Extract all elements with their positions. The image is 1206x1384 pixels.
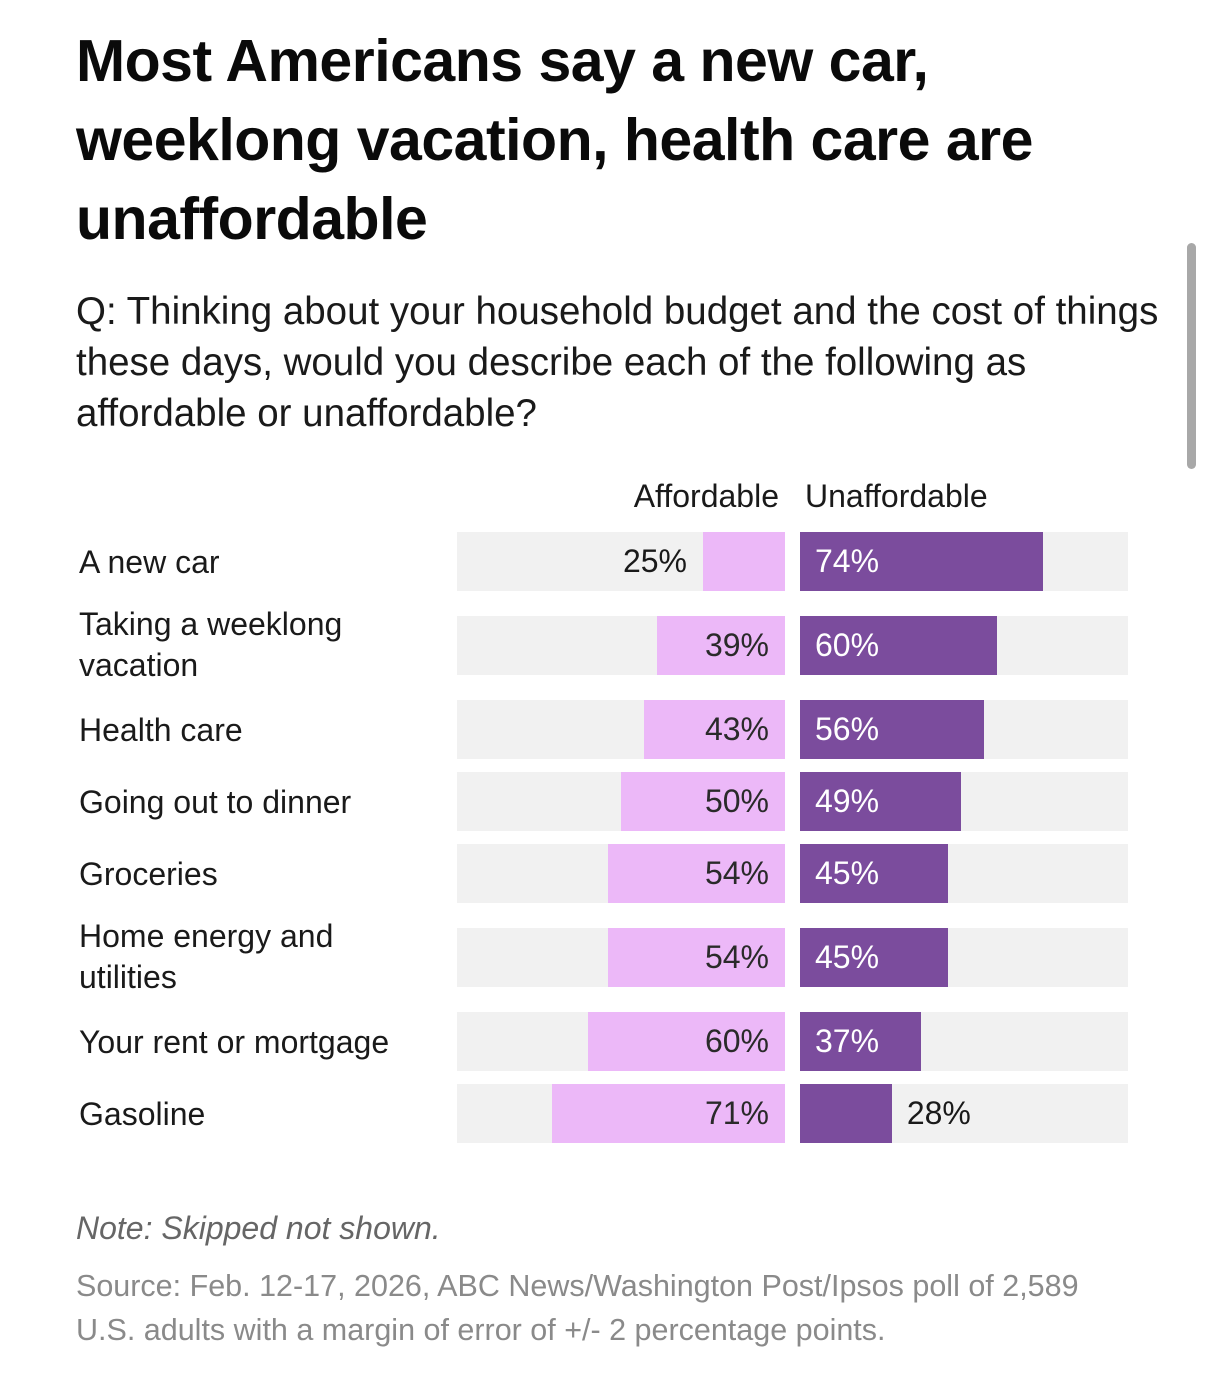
unaffordable-value-label: 45% xyxy=(815,939,880,975)
unaffordable-track: 37% xyxy=(800,1012,1128,1071)
bar-gap xyxy=(785,1084,800,1143)
unaffordable-value-label: 74% xyxy=(815,543,880,579)
bar-gap xyxy=(785,532,800,591)
bar-gap xyxy=(785,844,800,903)
unaffordable-value-label: 56% xyxy=(815,711,880,747)
unaffordable-value-label: 45% xyxy=(815,855,880,891)
unaffordable-value-label: 49% xyxy=(815,783,880,819)
unaffordable-track: 56% xyxy=(800,700,1128,759)
affordable-track: 54% xyxy=(457,844,785,903)
row-label: Gasoline xyxy=(79,1096,206,1132)
chart-subtitle: Q: Thinking about your household budget … xyxy=(76,290,1159,435)
unaffordable-track: 60% xyxy=(800,616,1128,675)
affordable-track: 39% xyxy=(457,616,785,675)
unaffordable-bar xyxy=(800,772,961,831)
bar-gap xyxy=(785,700,800,759)
unaffordable-bar xyxy=(800,700,984,759)
unaffordable-bar xyxy=(800,844,948,903)
row-label: Health care xyxy=(79,712,243,748)
affordable-bar xyxy=(607,844,785,903)
bar-gap xyxy=(785,928,800,987)
vertical-scrollbar[interactable] xyxy=(1187,243,1196,469)
unaffordable-bar xyxy=(800,928,948,987)
unaffordable-bar xyxy=(800,532,1043,591)
affordable-value-label: 25% xyxy=(622,543,687,579)
affordable-track: 54% xyxy=(457,928,785,987)
row-label: Going out to dinner xyxy=(79,784,352,820)
bar-gap xyxy=(785,616,800,675)
affordable-bar xyxy=(643,700,785,759)
affordable-value-label: 50% xyxy=(704,783,769,819)
affordable-value-label: 54% xyxy=(704,855,769,891)
unaffordable-track: 45% xyxy=(800,928,1128,987)
affordable-track: 25% xyxy=(457,532,785,591)
row-label: Groceries xyxy=(79,856,218,892)
unaffordable-bar xyxy=(800,1012,922,1071)
legend-affordable: Affordable xyxy=(633,478,779,514)
unaffordable-bar xyxy=(800,1084,892,1143)
row-label: A new car xyxy=(79,544,220,580)
unaffordable-track: 74% xyxy=(800,532,1128,591)
bar-gap xyxy=(785,772,800,831)
affordable-bar xyxy=(552,1084,785,1143)
affordable-track: 43% xyxy=(457,700,785,759)
affordable-bar xyxy=(621,772,785,831)
bar-gap xyxy=(785,1012,800,1071)
legend-unaffordable: Unaffordable xyxy=(805,478,988,514)
chart-note: Note: Skipped not shown. xyxy=(76,1210,441,1246)
affordable-value-label: 39% xyxy=(704,627,769,663)
unaffordable-track: 49% xyxy=(800,772,1128,831)
unaffordable-bar xyxy=(800,616,997,675)
affordable-value-label: 54% xyxy=(704,939,769,975)
unaffordable-track: 28% xyxy=(800,1084,1128,1143)
affordable-bar xyxy=(703,532,785,591)
affordable-track: 71% xyxy=(457,1084,785,1143)
affordable-track: 60% xyxy=(457,1012,785,1071)
affordable-bar xyxy=(657,616,785,675)
unaffordable-track: 45% xyxy=(800,844,1128,903)
affordable-bar xyxy=(588,1012,785,1071)
row-label: Taking a weeklong vacation xyxy=(79,606,343,683)
chart-source: Source: Feb. 12-17, 2026, ABC News/Washi… xyxy=(76,1269,1079,1347)
unaffordable-value-label: 60% xyxy=(815,627,880,663)
unaffordable-value-label: 28% xyxy=(906,1095,971,1131)
affordable-value-label: 60% xyxy=(704,1023,769,1059)
row-label: Your rent or mortgage xyxy=(79,1024,390,1060)
affordable-value-label: 43% xyxy=(704,711,769,747)
row-label: Home energy and utilities xyxy=(79,918,334,995)
chart-title: Most Americans say a new car, weeklong v… xyxy=(76,28,1033,252)
unaffordable-value-label: 37% xyxy=(815,1023,880,1059)
affordable-value-label: 71% xyxy=(704,1095,769,1131)
affordable-track: 50% xyxy=(457,772,785,831)
affordable-bar xyxy=(607,928,785,987)
